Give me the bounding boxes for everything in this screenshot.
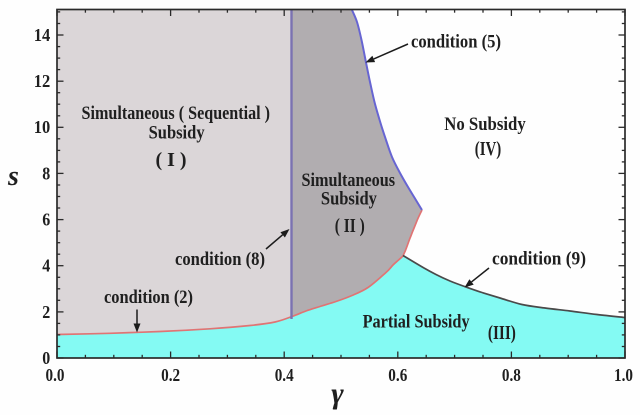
svg-text:( I ): ( I ) <box>156 149 187 171</box>
svg-text:Simultaneous ( Sequential ): Simultaneous ( Sequential ) <box>82 103 271 124</box>
svg-text:( II ): ( II ) <box>335 215 365 237</box>
svg-text:6: 6 <box>42 210 50 230</box>
svg-text:8: 8 <box>42 163 50 183</box>
svg-text:No Subsidy: No Subsidy <box>444 114 526 135</box>
svg-text:0.8: 0.8 <box>502 365 521 385</box>
svg-text:(IV): (IV) <box>475 138 502 160</box>
svg-text:0.4: 0.4 <box>275 365 294 385</box>
svg-text:(III): (III) <box>488 322 516 344</box>
svg-text:4: 4 <box>42 256 50 276</box>
svg-text:14: 14 <box>34 25 51 45</box>
svg-text:0.2: 0.2 <box>161 365 180 385</box>
svg-text:condition (8): condition (8) <box>175 250 265 270</box>
svg-text:condition (9): condition (9) <box>492 250 586 270</box>
svg-text:s: s <box>7 161 19 192</box>
svg-text:Partial Subsidy: Partial Subsidy <box>363 311 470 332</box>
svg-text:12: 12 <box>34 71 51 91</box>
svg-text:Subsidy: Subsidy <box>149 123 205 144</box>
svg-text:1.0: 1.0 <box>614 365 633 385</box>
svg-text:10: 10 <box>34 117 51 137</box>
svg-text:0: 0 <box>42 348 50 368</box>
svg-text:Simultaneous: Simultaneous <box>302 170 396 191</box>
svg-text:2: 2 <box>42 302 50 322</box>
svg-text:Subsidy: Subsidy <box>321 189 377 210</box>
svg-text:γ: γ <box>331 377 344 410</box>
svg-text:0.6: 0.6 <box>388 365 407 385</box>
svg-text:condition (5): condition (5) <box>411 33 501 53</box>
svg-text:condition (2): condition (2) <box>104 288 193 308</box>
svg-text:0.0: 0.0 <box>46 365 65 385</box>
